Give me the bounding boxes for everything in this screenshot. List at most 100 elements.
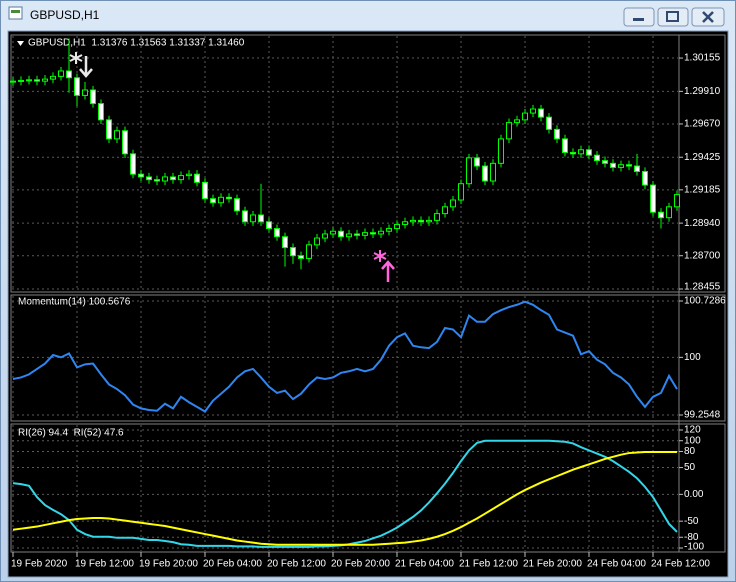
candle-body bbox=[466, 157, 472, 185]
candle-body bbox=[74, 77, 80, 96]
candle-body bbox=[90, 89, 96, 105]
y-tick-label: 1.28700 bbox=[684, 250, 721, 261]
candle-body bbox=[410, 219, 416, 223]
candle-body bbox=[370, 232, 376, 235]
candle-body bbox=[594, 154, 600, 162]
candle-body bbox=[450, 199, 456, 208]
candle-body bbox=[474, 157, 480, 167]
candle-body bbox=[298, 255, 304, 259]
candle-body bbox=[218, 196, 224, 204]
candle-body bbox=[66, 70, 72, 79]
candle-body bbox=[394, 223, 400, 230]
candle-body bbox=[586, 149, 592, 156]
candle-body bbox=[490, 162, 496, 182]
candle-body bbox=[362, 232, 368, 236]
candle-body bbox=[258, 214, 264, 223]
candle-body bbox=[458, 183, 464, 201]
y-tick-label: 80 bbox=[684, 446, 696, 457]
candle-body bbox=[186, 173, 192, 177]
candle-body bbox=[202, 181, 208, 200]
candle-body bbox=[498, 138, 504, 164]
candle-body bbox=[26, 79, 32, 82]
candle-body bbox=[10, 80, 16, 83]
candle-body bbox=[602, 160, 608, 164]
candle-body bbox=[122, 130, 128, 155]
main-title: GBPUSD,H1 1.31376 1.31563 1.31337 1.3146… bbox=[28, 38, 245, 49]
buy-star bbox=[373, 250, 387, 262]
candle-body bbox=[194, 173, 200, 183]
candle-body bbox=[658, 211, 664, 219]
y-tick-label: -50 bbox=[684, 516, 699, 527]
candle-body bbox=[514, 119, 520, 124]
y-tick-label: 1.30155 bbox=[684, 53, 721, 64]
candle-body bbox=[378, 230, 384, 235]
candle-body bbox=[154, 179, 160, 182]
window-icon-detail bbox=[11, 10, 20, 13]
indicator-line bbox=[12, 300, 678, 413]
collapse-triangle bbox=[17, 41, 24, 46]
x-tick-label: 19 Feb 12:00 bbox=[75, 559, 134, 570]
candle-body bbox=[170, 176, 176, 181]
buy-arrow bbox=[381, 260, 395, 282]
x-tick-label: 24 Feb 04:00 bbox=[587, 559, 646, 570]
candle-body bbox=[402, 221, 408, 225]
candle-body bbox=[666, 206, 672, 219]
candle-body bbox=[34, 79, 40, 82]
y-tick-label: 1.29670 bbox=[684, 119, 721, 130]
x-tick-label: 20 Feb 12:00 bbox=[267, 559, 326, 570]
y-tick-label: 50 bbox=[684, 462, 696, 473]
momentum-panel bbox=[10, 294, 726, 422]
main-panel bbox=[10, 34, 726, 293]
candle-body bbox=[50, 75, 56, 80]
candle-body bbox=[226, 196, 232, 200]
candle-body bbox=[242, 210, 248, 223]
candle-body bbox=[306, 244, 312, 259]
candle-body bbox=[522, 112, 528, 121]
candle-body bbox=[274, 228, 280, 238]
sell-signal bbox=[69, 52, 93, 78]
candle-body bbox=[346, 233, 352, 238]
candle-body bbox=[18, 79, 24, 82]
sell-star bbox=[69, 52, 83, 64]
sell-arrow bbox=[79, 56, 93, 78]
x-tick-label: 19 Feb 2020 bbox=[11, 559, 68, 570]
candle-body bbox=[146, 176, 152, 181]
x-tick-label: 20 Feb 04:00 bbox=[203, 559, 262, 570]
candle-body bbox=[650, 184, 656, 213]
ri-panel bbox=[10, 423, 726, 553]
candle-body bbox=[570, 151, 576, 155]
candle-body bbox=[338, 230, 344, 238]
candle-body bbox=[82, 89, 88, 96]
minimize-button[interactable] bbox=[623, 7, 655, 27]
x-tick-label: 21 Feb 20:00 bbox=[523, 559, 582, 570]
candle-body bbox=[538, 108, 544, 118]
ri-title: RI(26) 94.4 RI(52) 47.6 bbox=[18, 428, 124, 439]
candle-body bbox=[282, 236, 288, 249]
candle-body bbox=[314, 237, 320, 246]
candle-body bbox=[554, 128, 560, 140]
y-tick-label: 1.29185 bbox=[684, 184, 721, 195]
restore-button[interactable] bbox=[657, 7, 689, 27]
candle-body bbox=[322, 233, 328, 239]
candle-body bbox=[330, 230, 336, 235]
candle-body bbox=[130, 153, 136, 175]
candle-body bbox=[482, 165, 488, 182]
y-tick-label: 100 bbox=[684, 435, 701, 446]
candle-body bbox=[626, 164, 632, 167]
candle-body bbox=[642, 170, 648, 186]
y-tick-label: 100.7286 bbox=[684, 296, 726, 307]
y-tick-label: -100 bbox=[684, 542, 704, 553]
close-glyph bbox=[702, 11, 714, 23]
x-tick-label: 19 Feb 20:00 bbox=[139, 559, 198, 570]
x-tick-label: 21 Feb 12:00 bbox=[459, 559, 518, 570]
y-tick-label: 120 bbox=[684, 425, 701, 436]
candle-body bbox=[250, 214, 256, 223]
candle-body bbox=[442, 206, 448, 215]
y-tick-label: 1.28455 bbox=[684, 282, 721, 293]
candle-body bbox=[234, 198, 240, 212]
candle-body bbox=[546, 116, 552, 130]
candle-body bbox=[434, 213, 440, 221]
candle-body bbox=[114, 130, 120, 140]
candle-body bbox=[674, 194, 680, 208]
